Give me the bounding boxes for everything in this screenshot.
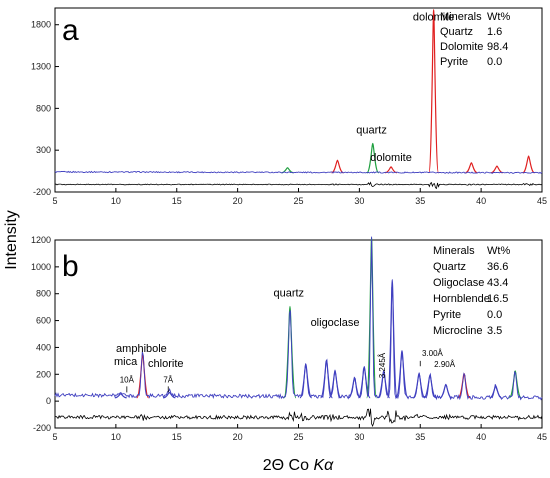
x-tick-label: 15	[172, 432, 182, 442]
y-tick-label: 1800	[31, 20, 51, 30]
diffraction-peak	[465, 162, 478, 174]
diffraction-peak	[328, 370, 342, 399]
x-tick-label: 40	[476, 196, 486, 206]
diffraction-peak	[490, 165, 503, 174]
table-wt: 3.5	[487, 325, 502, 337]
table-wt: 98.4	[487, 41, 508, 53]
diffraction-peak	[428, 9, 440, 174]
table-header: Minerals	[440, 11, 482, 23]
x-tick-label: 10	[111, 432, 121, 442]
table-header: Wt%	[487, 11, 510, 23]
table-mineral: Pyrite	[433, 309, 461, 321]
x-tick-label: 5	[52, 196, 57, 206]
y-tick-label: 0	[46, 396, 51, 406]
table-mineral: Hornblende	[433, 293, 490, 305]
observed-pattern	[54, 236, 543, 401]
diffraction-peak	[508, 370, 522, 399]
y-tick-label: 600	[36, 316, 51, 326]
x-tick-label: 20	[233, 432, 243, 442]
y-tick-label: -200	[33, 187, 51, 197]
peak-annotation: amphibole	[116, 343, 167, 355]
peak-annotation: 3.245Å	[378, 352, 387, 378]
peak-annotation: dolomite	[413, 12, 455, 24]
x-tick-label: 35	[415, 196, 425, 206]
y-tick-label: 1300	[31, 62, 51, 72]
table-mineral: Microcline	[433, 325, 483, 337]
panel-a: 5 10 15 20 25 30 35 40 45 -200 300 800 1300 1800 dolom…	[31, 7, 547, 206]
x-axis-label-italic: Kα	[313, 457, 334, 474]
x-tick-label: 20	[233, 196, 243, 206]
y-tick-label: 800	[36, 103, 51, 113]
x-tick-label: 30	[354, 432, 364, 442]
y-tick-label: 1000	[31, 262, 51, 272]
x-axis-label-main: 2Θ Co	[263, 457, 314, 474]
diffraction-peak	[412, 373, 426, 399]
diffraction-peak	[320, 359, 333, 399]
table-wt: 16.5	[487, 293, 508, 305]
diffraction-peak	[366, 142, 380, 174]
diffraction-peak	[299, 363, 313, 399]
peak-annotation: quartz	[356, 124, 387, 136]
diffraction-peak	[423, 374, 437, 399]
y-axis-label: Intensity	[3, 210, 20, 270]
panel-letter: b	[62, 250, 79, 283]
table-header: Wt%	[487, 245, 510, 257]
table-mineral: Dolomite	[440, 41, 483, 53]
table-wt: 43.4	[487, 277, 508, 289]
x-tick-label: 10	[111, 196, 121, 206]
x-tick-label: 35	[415, 432, 425, 442]
peak-annotation: oligoclase	[311, 317, 360, 329]
observed-pattern	[54, 170, 543, 174]
diffraction-peak	[395, 350, 409, 399]
x-tick-label: 25	[293, 196, 303, 206]
x-tick-label: 5	[52, 432, 57, 442]
table-header: Minerals	[433, 245, 475, 257]
diffraction-peak	[385, 166, 398, 174]
table-mineral: Pyrite	[440, 56, 468, 68]
peak-annotation: quartz	[273, 287, 304, 299]
x-tick-label: 25	[293, 432, 303, 442]
diffraction-peak	[457, 373, 471, 399]
peak-annotation: dolomite	[370, 152, 412, 164]
table-mineral: Quartz	[440, 26, 473, 38]
table-wt: 36.6	[487, 261, 508, 273]
table-wt: 0.0	[487, 309, 502, 321]
y-tick-label: 200	[36, 369, 51, 379]
diffraction-peak	[136, 352, 150, 399]
table-mineral: Oligoclase	[433, 277, 484, 289]
x-axis-label: 2Θ Co Kα	[263, 457, 334, 474]
peak-annotation: chlorite	[148, 358, 183, 370]
y-tick-label: 800	[36, 289, 51, 299]
diffraction-peak	[386, 279, 398, 399]
residual-pattern	[54, 181, 543, 190]
y-tick-label: 300	[36, 145, 51, 155]
diffraction-peak	[163, 391, 176, 399]
residual-pattern	[54, 408, 543, 428]
table-mineral: Quartz	[433, 261, 466, 273]
peak-annotation: 7Å	[163, 375, 173, 384]
diffraction-peak	[522, 155, 535, 174]
diffraction-peak	[331, 159, 344, 174]
peak-annotation: 2.90Å	[434, 360, 456, 369]
x-tick-label: 15	[172, 196, 182, 206]
peak-annotation: 3.00Å	[422, 349, 444, 358]
diffraction-peak	[114, 393, 127, 399]
diffraction-peak	[283, 305, 297, 399]
x-tick-label: 45	[537, 432, 547, 442]
x-tick-label: 40	[476, 432, 486, 442]
x-tick-label: 30	[354, 196, 364, 206]
peak-annotation: mica	[114, 356, 138, 368]
panel-letter: a	[62, 14, 79, 47]
panel-b: 5 10 15 20 25 30 35 40 45 -200 0 200 400 600 800 1000 12…	[31, 235, 547, 442]
y-tick-label: 1200	[31, 235, 51, 245]
y-tick-label: -200	[33, 423, 51, 433]
x-tick-label: 45	[537, 196, 547, 206]
table-wt: 0.0	[487, 56, 502, 68]
table-wt: 1.6	[487, 26, 502, 38]
peak-annotation: 10Å	[120, 375, 135, 384]
y-tick-label: 400	[36, 342, 51, 352]
